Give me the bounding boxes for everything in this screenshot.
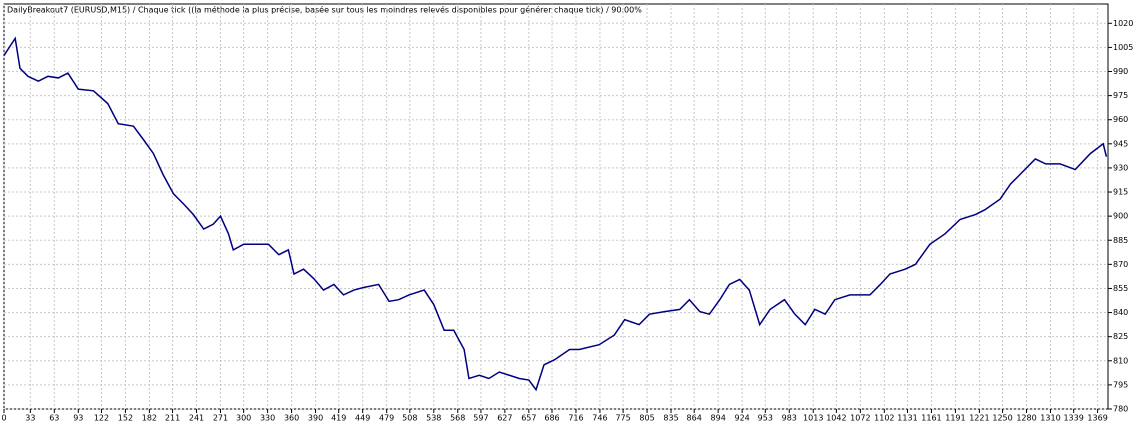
y-tick-label: 1020 (1113, 19, 1133, 28)
balance-line (3, 36, 1108, 392)
x-tick-label: 1072 (850, 414, 870, 423)
x-tick-label: 568 (450, 414, 465, 423)
x-tick-label: 746 (592, 414, 607, 423)
plot-frame (3, 3, 1109, 410)
x-tick-label: 419 (331, 414, 346, 423)
x-tick-label: 1339 (1063, 414, 1083, 423)
x-tick-label: 1131 (897, 414, 917, 423)
x-tick-label: 63 (49, 414, 59, 423)
x-tick-label: 0 (1, 414, 6, 423)
x-tick-label: 538 (426, 414, 441, 423)
y-tick-label: 810 (1113, 356, 1128, 365)
x-tick-label: 122 (94, 414, 109, 423)
chart-title: DailyBreakout7 (EURUSD,M15) / Chaque tic… (7, 5, 642, 15)
y-tick-label: 855 (1113, 284, 1128, 293)
x-tick-label: 1042 (826, 414, 846, 423)
x-tick-label: 390 (308, 414, 323, 423)
y-tick-label: 1005 (1113, 43, 1133, 52)
x-tick-label: 1102 (874, 414, 894, 423)
x-tick-label: 479 (379, 414, 394, 423)
x-tick-label: 211 (165, 414, 180, 423)
y-tick-label: 915 (1113, 188, 1128, 197)
x-tick-label: 1310 (1040, 414, 1060, 423)
x-tick-label: 894 (711, 414, 726, 423)
y-tick-label: 960 (1113, 115, 1128, 124)
y-tick-label: 945 (1113, 139, 1128, 148)
x-tick-label: 93 (73, 414, 83, 423)
x-tick-label: 953 (758, 414, 773, 423)
x-tick-label: 1280 (1016, 414, 1036, 423)
x-tick-label: 1221 (969, 414, 989, 423)
x-tick-label: 597 (473, 414, 488, 423)
y-tick-label: 840 (1113, 308, 1128, 317)
x-tick-label: 1013 (803, 414, 823, 423)
y-tick-label: 825 (1113, 332, 1128, 341)
x-tick-label: 924 (734, 414, 749, 423)
x-tick-label: 716 (568, 414, 583, 423)
x-tick-label: 1191 (945, 414, 965, 423)
x-tick-label: 241 (189, 414, 204, 423)
x-tick-label: 686 (544, 414, 559, 423)
x-tick-label: 805 (639, 414, 654, 423)
x-tick-label: 33 (25, 414, 35, 423)
y-tick-label: 870 (1113, 260, 1128, 269)
x-tick-label: 657 (521, 414, 536, 423)
x-tick-label: 508 (402, 414, 417, 423)
x-tick-label: 152 (118, 414, 133, 423)
x-tick-label: 182 (142, 414, 157, 423)
x-tick-label: 835 (663, 414, 678, 423)
y-tick-label: 900 (1113, 212, 1128, 221)
y-tick-label: 885 (1113, 236, 1128, 245)
x-tick-label: 271 (213, 414, 228, 423)
y-tick-label: 780 (1113, 405, 1128, 414)
x-tick-label: 1250 (992, 414, 1012, 423)
y-tick-label: 975 (1113, 91, 1128, 100)
y-tick-label: 990 (1113, 67, 1128, 76)
x-tick-label: 300 (236, 414, 251, 423)
x-tick-label: 1369 (1087, 414, 1107, 423)
x-tick-label: 449 (355, 414, 370, 423)
x-tick-label: 627 (497, 414, 512, 423)
y-tick-label: 795 (1113, 380, 1128, 389)
x-tick-label: 864 (687, 414, 702, 423)
y-tick-label: 930 (1113, 163, 1128, 172)
x-tick-label: 330 (260, 414, 275, 423)
x-tick-label: 983 (782, 414, 797, 423)
x-tick-label: 775 (615, 414, 630, 423)
x-tick-label: 1161 (921, 414, 941, 423)
x-tick-label: 360 (284, 414, 299, 423)
